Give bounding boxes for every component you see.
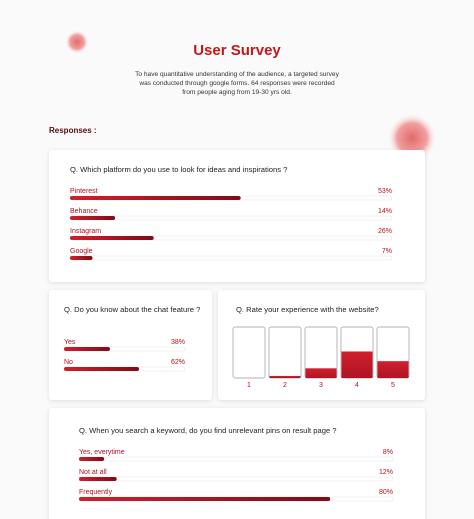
rating-bar (341, 351, 373, 378)
title: User Survey (193, 42, 281, 59)
rating-bar (269, 375, 301, 378)
option-label: Not at all (79, 469, 107, 476)
option-label: Instagram (70, 228, 101, 235)
bar (70, 256, 93, 260)
option-percent: 26% (378, 228, 392, 235)
description: was conducted through google forms. 64 r… (138, 80, 335, 87)
option-label: Yes, everytime (79, 449, 125, 456)
option-percent: 53% (378, 188, 392, 195)
rating-box (268, 326, 302, 379)
rating-label: 3 (319, 382, 323, 389)
option-percent: 80% (379, 489, 393, 496)
question: Q. Which platform do you use to look for… (70, 165, 287, 174)
bar-track (69, 255, 393, 261)
option-label: Behance (70, 208, 98, 215)
bar (79, 477, 117, 481)
rating-bar (305, 368, 337, 378)
bar-track (69, 215, 393, 221)
bar-track (78, 476, 394, 482)
bar (79, 457, 105, 461)
rating-label: 4 (355, 382, 359, 389)
bar (70, 196, 241, 200)
decor-circle (65, 30, 89, 54)
rating-label: 1 (247, 382, 251, 389)
option-percent: 62% (171, 359, 185, 366)
rating-label: 5 (391, 382, 395, 389)
rating-label: 2 (283, 382, 287, 389)
option-label: Google (70, 248, 93, 255)
section-label: Responses : (49, 126, 97, 135)
description: To have quantitative understanding of th… (135, 71, 340, 78)
bar (79, 497, 331, 501)
bar (70, 236, 154, 240)
description: from people aging from 19-30 yrs old. (182, 89, 292, 96)
option-percent: 38% (171, 339, 185, 346)
rating-box (232, 326, 266, 379)
bar-track (78, 456, 394, 462)
option-percent: 12% (379, 469, 393, 476)
rating-bar (377, 361, 409, 378)
option-percent: 14% (378, 208, 392, 215)
card (49, 290, 212, 400)
question: Q. When you search a keyword, do you fin… (79, 426, 337, 435)
card (49, 408, 425, 519)
bar (64, 347, 110, 351)
question: Q. Do you know about the chat feature ? (64, 305, 200, 314)
option-label: Pinterest (70, 188, 98, 195)
bar (70, 216, 116, 220)
option-percent: 8% (383, 449, 393, 456)
bar (64, 367, 140, 371)
option-label: No (64, 359, 73, 366)
option-label: Yes (64, 339, 76, 346)
option-label: Frequently (79, 489, 113, 496)
option-percent: 7% (382, 248, 392, 255)
question: Q. Rate your experience with the website… (236, 305, 379, 314)
